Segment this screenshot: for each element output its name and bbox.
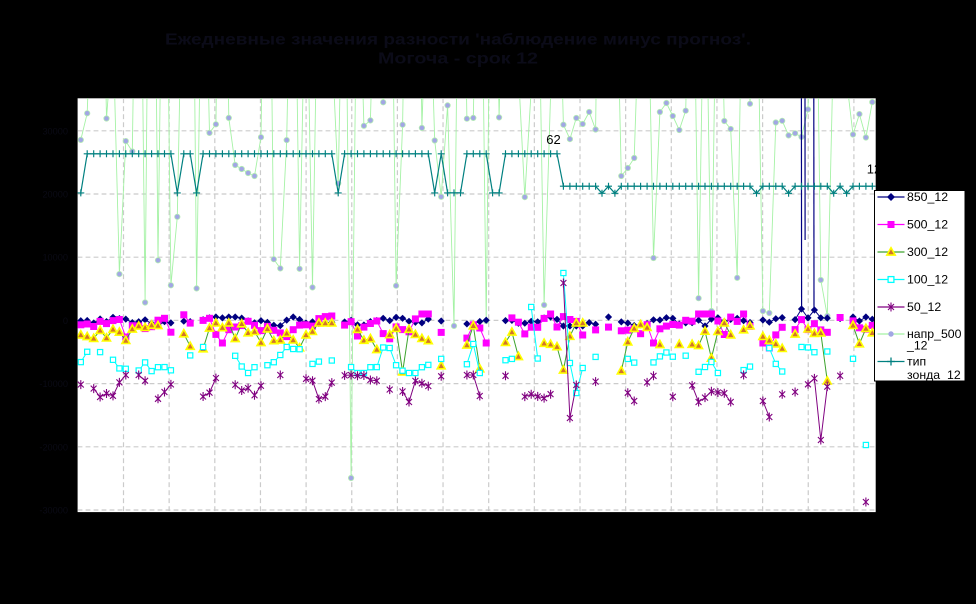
svg-text:_12: _12	[906, 339, 928, 353]
svg-text:-20000: -20000	[39, 442, 68, 452]
svg-text:10000: 10000	[42, 253, 68, 263]
svg-text:30000: 30000	[42, 126, 68, 136]
svg-text:тип: тип	[907, 355, 926, 369]
svg-text:300_12: 300_12	[907, 245, 948, 259]
svg-text:850_12: 850_12	[907, 190, 948, 204]
svg-text:50_12: 50_12	[907, 300, 941, 314]
svg-text:Могоча - срок 12: Могоча - срок 12	[378, 51, 538, 68]
svg-text:12: 12	[867, 162, 881, 177]
svg-text:Ежедневные значения разности ': Ежедневные значения разности 'наблюдение…	[165, 32, 751, 49]
svg-text:зонда_12: зонда_12	[907, 368, 961, 382]
svg-text:0: 0	[63, 316, 68, 326]
svg-text:100_12: 100_12	[907, 273, 948, 287]
svg-text:20000: 20000	[42, 190, 68, 200]
svg-text:-30000: -30000	[39, 506, 68, 516]
svg-text:62: 62	[546, 132, 560, 147]
svg-text:500_12: 500_12	[907, 218, 948, 232]
svg-text:-10000: -10000	[39, 379, 68, 389]
